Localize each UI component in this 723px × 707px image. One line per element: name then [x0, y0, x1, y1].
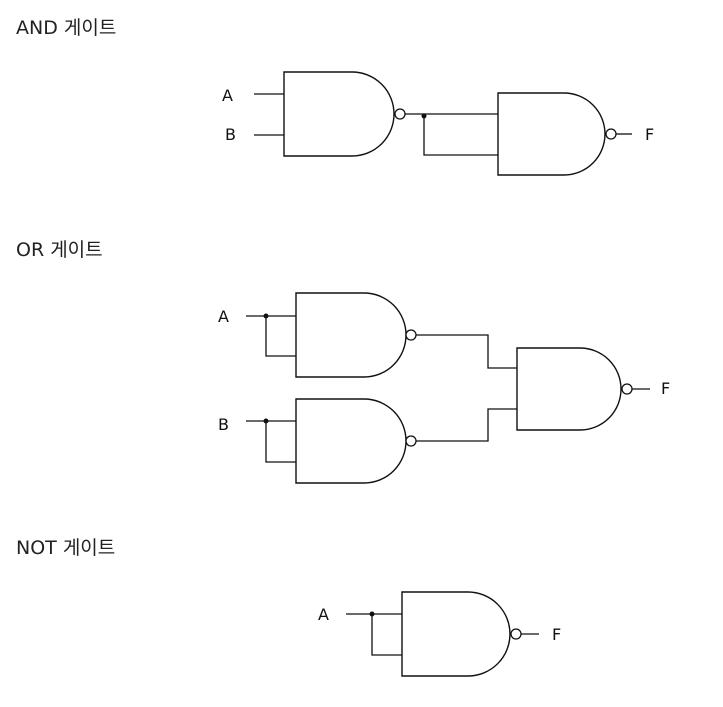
and-circuit: A B F [222, 71, 654, 176]
or-nand-gate-b [295, 398, 407, 484]
not-circuit: A F [318, 591, 561, 677]
and-nand-2-inverter-bubble [605, 128, 617, 140]
and-nand-1-inverter-bubble [394, 108, 406, 120]
or-b-tied-wire [265, 421, 296, 463]
or-nand-gate-a [295, 292, 407, 378]
or-link-wire-bottom [416, 408, 517, 442]
not-output-label: F [552, 625, 561, 644]
and-output-label: F [645, 125, 654, 144]
or-nand-gate-output [516, 347, 622, 431]
or-circuit: A B F [218, 292, 670, 484]
and-nand-gate-2 [497, 92, 606, 176]
and-nand-gate-1 [283, 71, 395, 157]
or-nand-output-inverter-bubble [621, 383, 633, 395]
not-gate-heading: NOT 게이트 [16, 537, 116, 559]
and-input-a-label: A [222, 86, 233, 105]
or-gate-heading: OR 게이트 [16, 239, 103, 261]
not-tied-wire [371, 614, 402, 656]
or-nand-b-inverter-bubble [405, 435, 417, 447]
not-nand-inverter-bubble [510, 628, 522, 640]
not-nand-gate [401, 591, 511, 677]
and-link-wire-bottom [423, 116, 498, 156]
or-input-a-label: A [218, 307, 229, 326]
and-gate-heading: AND 게이트 [16, 17, 117, 39]
or-a-tied-wire [265, 316, 296, 357]
or-nand-a-inverter-bubble [405, 329, 417, 341]
or-link-wire-top [416, 334, 517, 369]
not-input-a-label: A [318, 605, 329, 624]
or-input-b-label: B [218, 415, 229, 434]
and-input-b-label: B [225, 125, 236, 144]
or-output-label: F [661, 379, 670, 398]
